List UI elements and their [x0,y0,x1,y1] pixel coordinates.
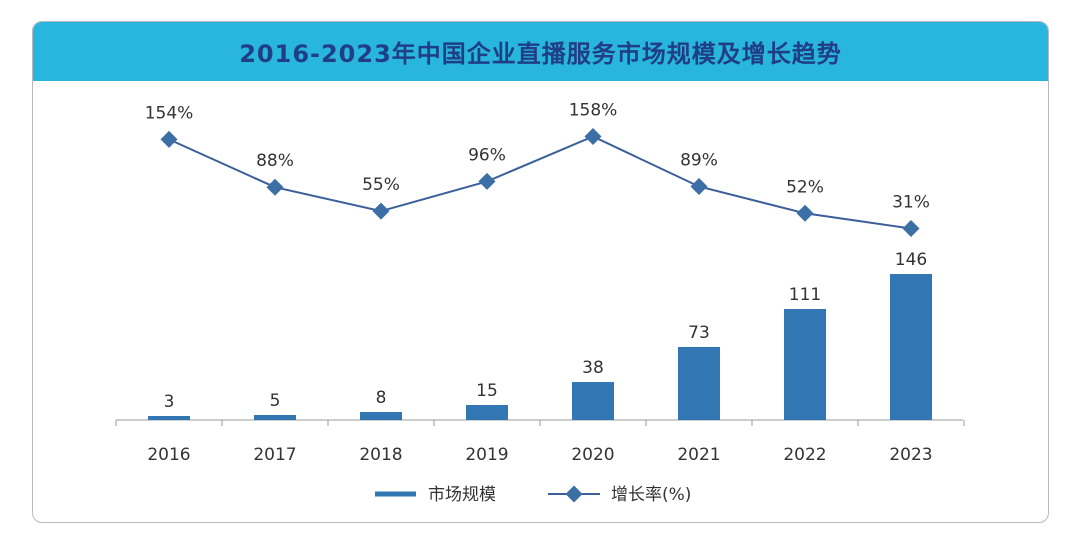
category-label-2016: 2016 [147,445,190,465]
growth-label-2023: 31% [892,193,930,213]
growth-value-labels: 154% 88% 55% 96% 158% 89% 52% 31% [145,101,930,213]
growth-label-2017: 88% [256,151,294,171]
bar-series [148,274,932,420]
growth-marker-2020 [584,128,602,145]
category-label-2022: 2022 [783,445,826,465]
legend-line-marker [565,485,583,503]
bar-2020 [572,382,614,420]
bar-value-labels: 3 5 8 15 38 73 111 146 [164,250,928,412]
growth-marker-2016 [160,130,178,148]
bar-label-2018: 8 [376,388,387,408]
bar-2016 [148,416,190,420]
legend-bar-label: 市场规模 [428,485,496,505]
bar-label-2022: 111 [789,285,821,305]
growth-label-2016: 154% [145,103,194,123]
bar-label-2023: 146 [895,250,927,270]
category-label-2017: 2017 [253,445,296,465]
bar-2018 [360,412,402,420]
bar-label-2016: 3 [164,392,175,412]
growth-label-2020: 158% [569,101,618,121]
bar-2021 [678,347,720,420]
bar-2017 [254,415,296,420]
legend: 市场规模 增长率(%) [375,485,691,505]
bar-2023 [890,274,932,420]
growth-line [168,135,912,230]
growth-marker-2023 [902,220,920,237]
bar-label-2019: 15 [476,381,498,401]
category-labels: 2016 2017 2018 2019 2020 2021 2022 2023 [147,445,932,465]
growth-marker-2021 [690,177,708,195]
chart-title: 2016-2023年中国企业直播服务市场规模及增长趋势 [239,40,842,68]
growth-label-2021: 89% [680,150,718,170]
bar-label-2017: 5 [270,391,281,411]
bar-label-2020: 38 [582,358,604,378]
bar-2019 [466,405,508,420]
growth-markers [160,128,920,237]
growth-marker-2022 [796,204,814,222]
x-axis-ticks [115,420,965,426]
category-label-2021: 2021 [677,445,720,465]
legend-line-label: 增长率(%) [611,485,691,505]
category-label-2023: 2023 [889,445,932,465]
growth-label-2018: 55% [362,175,400,195]
category-label-2019: 2019 [465,445,508,465]
growth-marker-2018 [372,202,390,220]
bar-label-2021: 73 [688,323,710,343]
chart-header: 2016-2023年中国企业直播服务市场规模及增长趋势 [33,22,1048,81]
bar-2022 [784,309,826,420]
growth-marker-2019 [478,172,496,190]
category-label-2018: 2018 [359,445,402,465]
growth-marker-2017 [266,178,284,196]
category-label-2020: 2020 [571,445,614,465]
growth-label-2019: 96% [468,145,506,165]
chart-card: 2016-2023年中国企业直播服务市场规模及增长趋势 [32,21,1049,523]
growth-label-2022: 52% [786,177,824,197]
